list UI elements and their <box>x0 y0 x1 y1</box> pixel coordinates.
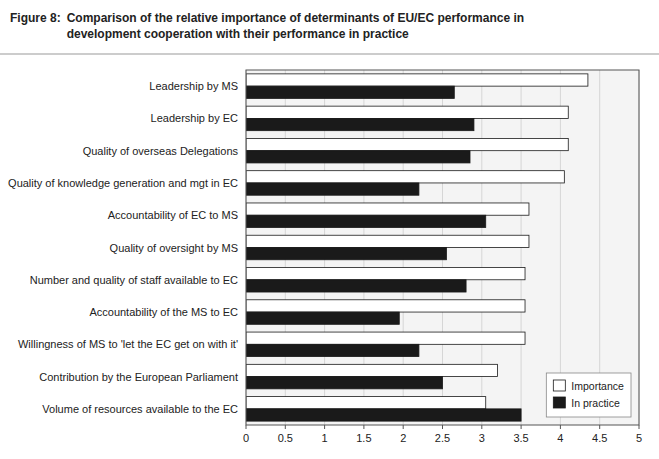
bar <box>246 280 466 292</box>
category-label: Quality of knowledge generation and mgt … <box>8 177 238 189</box>
legend-box <box>546 373 631 417</box>
category-label: Quality of overseas Delegations <box>83 145 239 157</box>
bars <box>246 74 588 421</box>
bar <box>246 312 399 324</box>
bar <box>246 151 470 163</box>
bar <box>246 364 498 376</box>
tick-mark <box>324 425 325 429</box>
category-label: Quality of oversight by MS <box>110 242 238 254</box>
tick-mark <box>639 425 640 429</box>
category-label: Number and quality of staff available to… <box>30 274 238 286</box>
bar <box>246 74 588 86</box>
plot-area <box>246 70 639 425</box>
tick-label: 2 <box>400 432 406 444</box>
legend: Importance In practice <box>546 373 631 417</box>
tick-mark <box>560 425 561 429</box>
subtitle: Comparison of the relative importance of… <box>67 11 524 41</box>
category-label: Contribution by the European Parliament <box>39 371 238 383</box>
plot-frame <box>246 70 639 425</box>
title-rule <box>0 54 659 55</box>
bar <box>246 86 454 98</box>
bar <box>246 183 419 195</box>
tick-label: 4.5 <box>592 432 607 444</box>
tick-label: 1.5 <box>356 432 371 444</box>
bar <box>246 248 446 260</box>
bar <box>246 300 525 312</box>
tick-mark <box>481 425 482 429</box>
category-label: Willingness of MS to 'let the EC get on … <box>18 338 238 350</box>
tick-label: 2.5 <box>435 432 450 444</box>
bar <box>246 203 529 215</box>
tick-label: 3 <box>479 432 485 444</box>
bar <box>246 268 525 280</box>
tick-mark <box>521 425 522 429</box>
category-label: Leadership by EC <box>151 112 238 124</box>
bar <box>246 215 486 227</box>
tick-label: 4 <box>557 432 563 444</box>
bar <box>246 377 443 389</box>
bar <box>246 409 521 421</box>
bar <box>246 106 568 118</box>
legend-swatch <box>553 380 565 391</box>
bar <box>246 332 525 344</box>
bar <box>246 118 474 130</box>
tick-label: 3.5 <box>513 432 528 444</box>
grid <box>246 70 639 425</box>
legend-label: Importance <box>571 380 624 392</box>
category-label: Volume of resources available to the EC <box>42 403 238 415</box>
legend-label: In practice <box>571 397 620 409</box>
bar <box>246 235 529 247</box>
grid-line <box>599 70 600 425</box>
category-label: Leadership by MS <box>149 80 238 92</box>
tick-label: 0.5 <box>278 432 293 444</box>
tick-mark <box>246 425 247 429</box>
tick-mark <box>403 425 404 429</box>
bar <box>246 344 419 356</box>
bar <box>246 138 568 150</box>
bar <box>246 397 486 409</box>
category-label: Accountability of the MS to EC <box>89 306 238 318</box>
chart: Figure 8: Comparison of the relative impo… <box>0 0 659 459</box>
tick-mark <box>599 425 600 429</box>
title: Figure 8: <box>10 11 61 25</box>
category-label: Accountability of EC to MS <box>108 209 238 221</box>
tick-label: 5 <box>636 432 642 444</box>
legend-swatch <box>553 397 565 408</box>
tick-mark <box>442 425 443 429</box>
tick-label: 1 <box>322 432 328 444</box>
bar <box>246 171 564 183</box>
tick-mark <box>285 425 286 429</box>
tick-label: 0 <box>243 432 249 444</box>
tick-mark <box>363 425 364 429</box>
grid-line <box>560 70 561 425</box>
